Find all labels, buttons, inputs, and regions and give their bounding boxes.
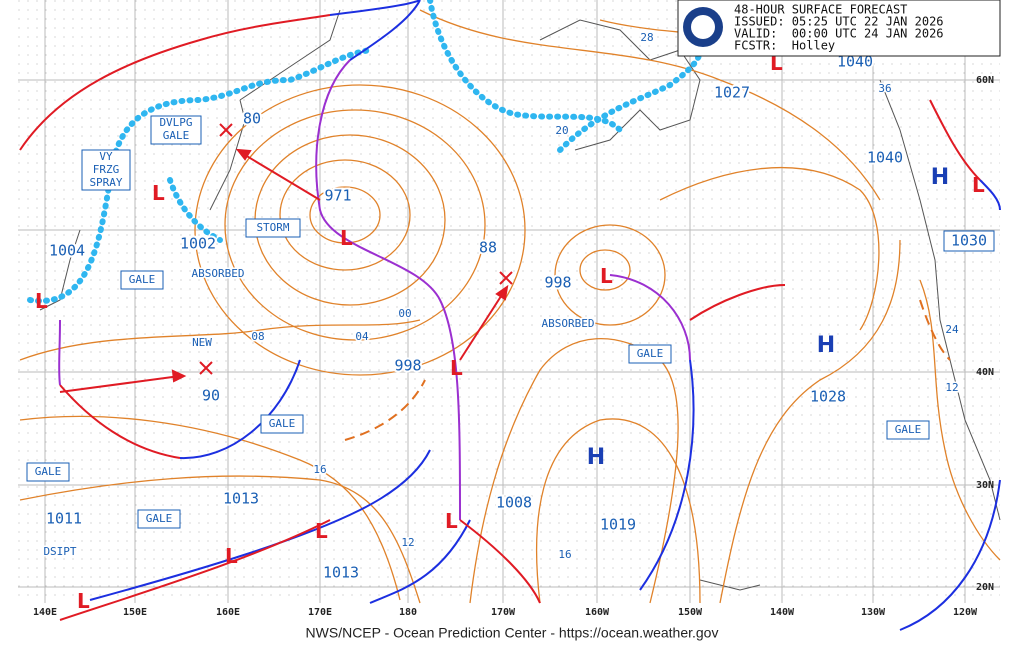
pressure-label: 1008 xyxy=(496,494,532,512)
svg-text:L: L xyxy=(225,544,238,568)
lon-label: 180 xyxy=(399,607,417,618)
pressure-label: 998 xyxy=(544,274,571,292)
high-symbol: H xyxy=(931,165,949,190)
pressure-label: 1030 xyxy=(951,232,987,250)
svg-text:L: L xyxy=(600,264,613,288)
warning-label: FRZG xyxy=(93,163,120,176)
isobar-label: 08 xyxy=(251,330,264,343)
warning-label: GALE xyxy=(129,273,156,286)
isobar-label: 04 xyxy=(355,330,369,343)
lon-label: 130W xyxy=(861,607,886,618)
low-symbols: L L L L L L L L L L L xyxy=(35,51,985,613)
svg-text:L: L xyxy=(77,589,90,613)
note: NEW xyxy=(192,336,212,349)
latitude-labels: 60N 40N 30N 20N xyxy=(976,75,994,593)
pressure-label: 1027 xyxy=(714,84,750,102)
note: ABSORBED xyxy=(192,267,245,280)
warning-label: GALE xyxy=(269,417,296,430)
longitude-labels: 140E 150E 160E 170E 180 170W 160W 150W 1… xyxy=(33,607,978,618)
svg-text:L: L xyxy=(972,173,985,197)
note: DSIPT xyxy=(43,545,76,558)
fronts xyxy=(19,0,1001,631)
isobars xyxy=(19,9,1001,604)
high-symbol: H xyxy=(587,445,605,470)
svg-text:L: L xyxy=(450,356,463,380)
warnings: DVLPG GALE VY FRZG SPRAY STORM GALE GALE… xyxy=(26,115,930,529)
pressure-label: 1040 xyxy=(867,149,903,167)
svg-text:L: L xyxy=(152,181,165,205)
pressure-label: 1011 xyxy=(46,510,82,528)
highs: H H H xyxy=(587,165,949,470)
lon-label: 160E xyxy=(216,607,240,618)
isobar-label: 24 xyxy=(945,323,959,336)
pressure-label: 1004 xyxy=(49,242,85,260)
svg-text:L: L xyxy=(315,519,328,543)
isobar-label: 00 xyxy=(398,307,411,320)
svg-text:L: L xyxy=(445,509,458,533)
warning-label: GALE xyxy=(35,465,62,478)
pressure-label: 90 xyxy=(202,387,220,405)
header-box: 48-HOUR SURFACE FORECAST ISSUED: 05:25 U… xyxy=(677,0,1001,57)
header-forecaster: FCSTR: Holley xyxy=(734,39,835,53)
header-title: 48-HOUR SURFACE FORECAST xyxy=(734,3,907,17)
ice-edge xyxy=(27,0,703,304)
isobar-label: 28 xyxy=(640,31,653,44)
isobar-label: 20 xyxy=(555,124,568,137)
lon-label: 120W xyxy=(953,607,978,618)
pressure-label: 88 xyxy=(479,239,497,257)
warning-label: GALE xyxy=(146,512,173,525)
isobar-label: 12 xyxy=(401,536,414,549)
isobar-label: 16 xyxy=(558,548,571,561)
lon-label: 150W xyxy=(678,607,703,618)
warning-label: GALE xyxy=(895,423,922,436)
pressure-label: 971 xyxy=(324,187,351,205)
svg-text:L: L xyxy=(770,51,783,75)
lon-label: 140E xyxy=(33,607,57,618)
notes: ABSORBED ABSORBED NEW DSIPT xyxy=(42,266,596,560)
isobar-label: 36 xyxy=(878,82,891,95)
pressure-label: 998 xyxy=(394,357,421,375)
pressure-label: 1013 xyxy=(323,564,359,582)
warning-label: DVLPG xyxy=(159,116,192,129)
lat-label: 60N xyxy=(976,75,994,86)
svg-text:L: L xyxy=(340,226,353,250)
footer: NWS/NCEP - Ocean Prediction Center - htt… xyxy=(306,625,719,641)
isobar-label: 12 xyxy=(945,381,958,394)
pressure-label: 1019 xyxy=(600,516,636,534)
isobar-label: 16 xyxy=(313,463,326,476)
warning-label: GALE xyxy=(163,129,190,142)
svg-text:L: L xyxy=(35,289,48,313)
lon-label: 150E xyxy=(123,607,147,618)
isobar-labels: 28 36 20 08 04 00 16 12 16 24 12 xyxy=(250,30,961,563)
lon-label: 170W xyxy=(491,607,516,618)
warning-label: VY xyxy=(99,150,113,163)
high-symbol: H xyxy=(817,333,835,358)
header-issued: ISSUED: 05:25 UTC 22 JAN 2026 xyxy=(734,15,944,29)
motion-arrows xyxy=(59,123,513,393)
pressure-label: 1013 xyxy=(223,490,259,508)
lat-label: 30N xyxy=(976,480,994,491)
pressure-label: 1028 xyxy=(810,388,846,406)
warning-label: GALE xyxy=(637,347,664,360)
lon-label: 140W xyxy=(770,607,795,618)
header-valid: VALID: 00:00 UTC 24 JAN 2026 xyxy=(734,27,944,41)
note: ABSORBED xyxy=(542,317,595,330)
lon-label: 160W xyxy=(585,607,610,618)
lat-label: 40N xyxy=(976,367,994,378)
pressure-label: 1002 xyxy=(180,235,216,253)
warning-label: STORM xyxy=(256,221,289,234)
warning-label: SPRAY xyxy=(89,176,122,189)
lat-label: 20N xyxy=(976,582,994,593)
lon-label: 170E xyxy=(308,607,332,618)
graticule xyxy=(18,0,1000,603)
pressure-labels: 1040 1027 1040 1030 971 1002 1004 998 99… xyxy=(44,51,995,584)
pressure-label: 80 xyxy=(243,110,261,128)
coastlines xyxy=(39,9,1001,591)
